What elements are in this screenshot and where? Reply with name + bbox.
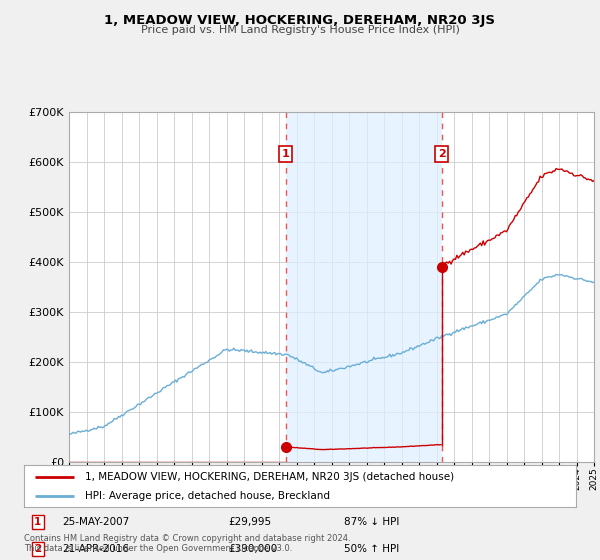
Bar: [286, 112, 442, 462]
Text: 2: 2: [34, 544, 41, 554]
Text: 2: 2: [438, 149, 445, 159]
Text: 1, MEADOW VIEW, HOCKERING, DEREHAM, NR20 3JS: 1, MEADOW VIEW, HOCKERING, DEREHAM, NR20…: [104, 14, 496, 27]
Text: 1, MEADOW VIEW, HOCKERING, DEREHAM, NR20 3JS (detached house): 1, MEADOW VIEW, HOCKERING, DEREHAM, NR20…: [85, 472, 454, 482]
Text: 87% ↓ HPI: 87% ↓ HPI: [344, 517, 400, 527]
Text: £390,000: £390,000: [228, 544, 277, 554]
Text: Contains HM Land Registry data © Crown copyright and database right 2024.
This d: Contains HM Land Registry data © Crown c…: [24, 534, 350, 553]
Text: 50% ↑ HPI: 50% ↑ HPI: [344, 544, 400, 554]
Text: 1: 1: [34, 517, 41, 527]
Text: Price paid vs. HM Land Registry's House Price Index (HPI): Price paid vs. HM Land Registry's House …: [140, 25, 460, 35]
Text: HPI: Average price, detached house, Breckland: HPI: Average price, detached house, Brec…: [85, 491, 330, 501]
Text: 1: 1: [281, 149, 289, 159]
Text: 21-APR-2016: 21-APR-2016: [62, 544, 130, 554]
Text: 25-MAY-2007: 25-MAY-2007: [62, 517, 130, 527]
Text: £29,995: £29,995: [228, 517, 271, 527]
